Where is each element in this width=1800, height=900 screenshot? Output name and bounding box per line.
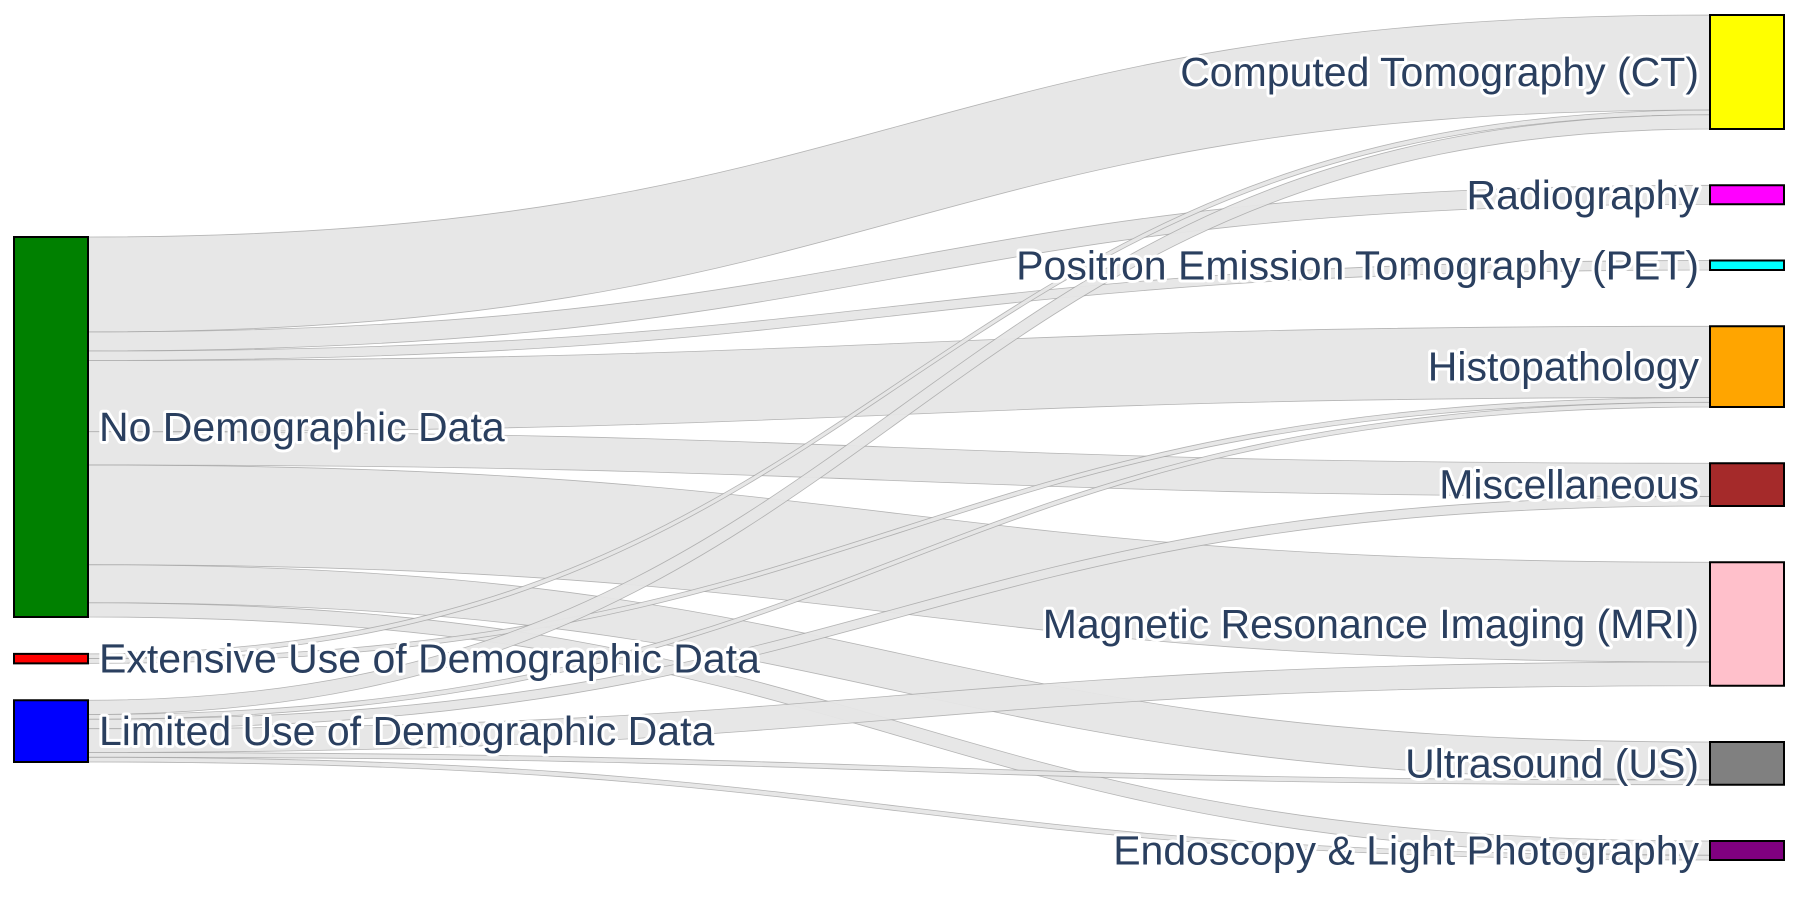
node-endo bbox=[1709, 840, 1785, 861]
node-ct bbox=[1709, 14, 1785, 130]
label-misc: Miscellaneous bbox=[1439, 462, 1699, 508]
links-layer bbox=[87, 14, 1711, 861]
label-us: Ultrasound (US) bbox=[1405, 740, 1699, 786]
label-mri: Magnetic Resonance Imaging (MRI) bbox=[1043, 601, 1699, 647]
node-pet bbox=[1709, 259, 1785, 271]
node-us bbox=[1709, 741, 1785, 786]
label-radio: Radiography bbox=[1467, 172, 1700, 218]
label-histo: Histopathology bbox=[1428, 344, 1700, 390]
label-endo: Endoscopy & Light Photography bbox=[1113, 828, 1699, 874]
node-no_demo bbox=[13, 236, 89, 618]
labels-layer: No Demographic Data Extensive Use of Demo… bbox=[96, 46, 1702, 877]
node-mri bbox=[1709, 561, 1785, 687]
node-misc bbox=[1709, 462, 1785, 507]
nodes-layer bbox=[13, 14, 1785, 861]
node-lim_demo bbox=[13, 699, 89, 763]
label-ct: Computed Tomography (CT) bbox=[1180, 49, 1699, 95]
label-lim_demo: Limited Use of Demographic Data bbox=[99, 708, 714, 754]
label-pet: Positron Emission Tomography (PET) bbox=[1016, 242, 1699, 288]
node-radio bbox=[1709, 184, 1785, 206]
node-histo bbox=[1709, 325, 1785, 408]
label-no_demo: No Demographic Data bbox=[99, 404, 505, 450]
label-ext_demo: Extensive Use of Demographic Data bbox=[99, 636, 760, 682]
node-ext_demo bbox=[13, 652, 89, 665]
